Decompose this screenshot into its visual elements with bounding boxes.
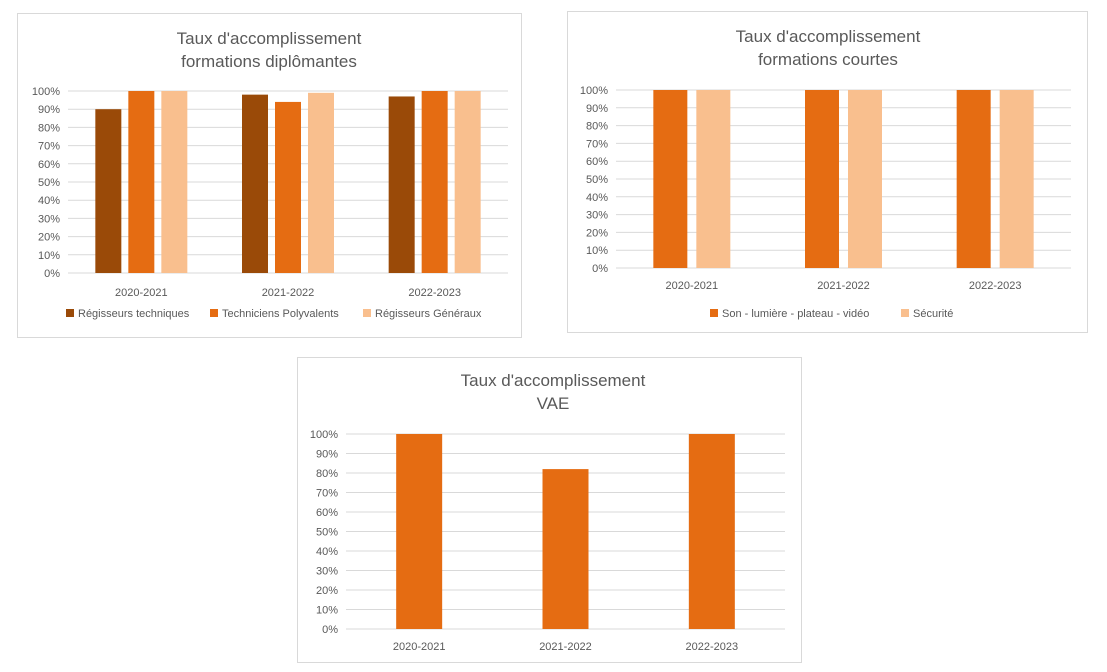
y-tick-label: 60%: [316, 507, 338, 519]
x-category-label: 2021-2022: [817, 280, 870, 292]
y-tick-label: 80%: [38, 122, 60, 134]
x-category-label: 2020-2021: [666, 280, 719, 292]
y-tick-label: 100%: [310, 429, 338, 441]
chart-title-line: Taux d'accomplissement: [461, 371, 646, 390]
bar: [421, 91, 448, 273]
x-category-label: 2021-2022: [262, 287, 315, 299]
y-tick-label: 50%: [316, 527, 338, 539]
y-tick-label: 40%: [38, 195, 60, 207]
x-category-label: 2020-2021: [393, 641, 446, 653]
bar: [128, 91, 155, 273]
chart-title-line: Taux d'accomplissement: [736, 27, 921, 46]
y-tick-label: 10%: [316, 605, 338, 617]
y-tick-label: 80%: [586, 121, 608, 133]
chart-title-line: Taux d'accomplissement: [177, 29, 362, 48]
bar: [956, 90, 991, 268]
y-tick-label: 10%: [586, 245, 608, 257]
y-tick-label: 20%: [316, 585, 338, 597]
legend-label: Sécurité: [913, 308, 953, 320]
chart-panel-formations-courtes: Taux d'accomplissement formations courtes…: [567, 11, 1088, 333]
x-category-label: 2020-2021: [115, 287, 168, 299]
y-tick-label: 90%: [316, 449, 338, 461]
y-tick-label: 90%: [38, 104, 60, 116]
bar: [999, 90, 1034, 268]
y-tick-label: 100%: [32, 86, 60, 98]
chart-title-line: formations courtes: [758, 50, 898, 69]
y-tick-label: 20%: [586, 227, 608, 239]
bar: [696, 90, 731, 268]
bar: [95, 109, 122, 273]
y-tick-label: 30%: [38, 213, 60, 225]
y-tick-label: 0%: [322, 624, 338, 636]
bar: [454, 91, 481, 273]
y-tick-label: 40%: [586, 192, 608, 204]
y-tick-label: 20%: [38, 232, 60, 244]
y-tick-label: 70%: [316, 488, 338, 500]
chart-title-line: formations diplômantes: [181, 52, 357, 71]
bar: [396, 434, 443, 629]
bar: [275, 101, 301, 273]
y-tick-label: 0%: [592, 263, 608, 275]
y-tick-label: 90%: [586, 103, 608, 115]
y-tick-label: 10%: [38, 250, 60, 262]
legend-label: Techniciens Polyvalents: [222, 308, 339, 320]
x-category-label: 2022-2023: [969, 280, 1022, 292]
y-tick-label: 100%: [580, 85, 608, 97]
y-tick-label: 30%: [586, 210, 608, 222]
y-tick-label: 60%: [586, 156, 608, 168]
bar: [805, 90, 839, 268]
x-category-label: 2022-2023: [686, 641, 739, 653]
legend-label: Régisseurs Généraux: [375, 308, 482, 320]
legend-label: Régisseurs techniques: [78, 308, 190, 320]
y-tick-label: 0%: [44, 268, 60, 280]
y-tick-label: 80%: [316, 468, 338, 480]
legend-swatch: [363, 309, 371, 317]
y-tick-label: 40%: [316, 546, 338, 558]
legend-swatch: [66, 309, 74, 317]
chart-vae: Taux d'accomplissement VAE 0% 10% 20% 30% 40% 5…: [310, 371, 785, 653]
legend-label: Son - lumière - plateau - vidéo: [722, 308, 869, 320]
y-tick-label: 50%: [38, 177, 60, 189]
chart-panel-formations-diplomantes: Taux d'accomplissement formations diplôma…: [17, 13, 522, 338]
x-category-label: 2021-2022: [539, 641, 592, 653]
chart-formations-courtes: Taux d'accomplissement formations courtes…: [580, 27, 1071, 320]
bar: [308, 92, 334, 273]
legend-swatch: [210, 309, 218, 317]
bar: [542, 469, 589, 629]
chart-formations-diplomantes: Taux d'accomplissement formations diplôma…: [32, 29, 508, 320]
y-tick-label: 70%: [586, 138, 608, 150]
bar: [688, 434, 735, 629]
y-tick-label: 60%: [38, 159, 60, 171]
bar: [653, 90, 688, 268]
bar: [242, 94, 268, 273]
legend-swatch: [710, 309, 718, 317]
bar: [161, 91, 188, 273]
y-tick-label: 30%: [316, 566, 338, 578]
legend-swatch: [901, 309, 909, 317]
bar: [388, 96, 415, 274]
y-tick-label: 70%: [38, 141, 60, 153]
x-category-label: 2022-2023: [408, 287, 461, 299]
chart-panel-vae: Taux d'accomplissement VAE 0% 10% 20% 30% 40% 5…: [297, 357, 802, 663]
chart-title-line: VAE: [537, 394, 570, 413]
y-tick-label: 50%: [586, 174, 608, 186]
bar: [848, 90, 882, 268]
